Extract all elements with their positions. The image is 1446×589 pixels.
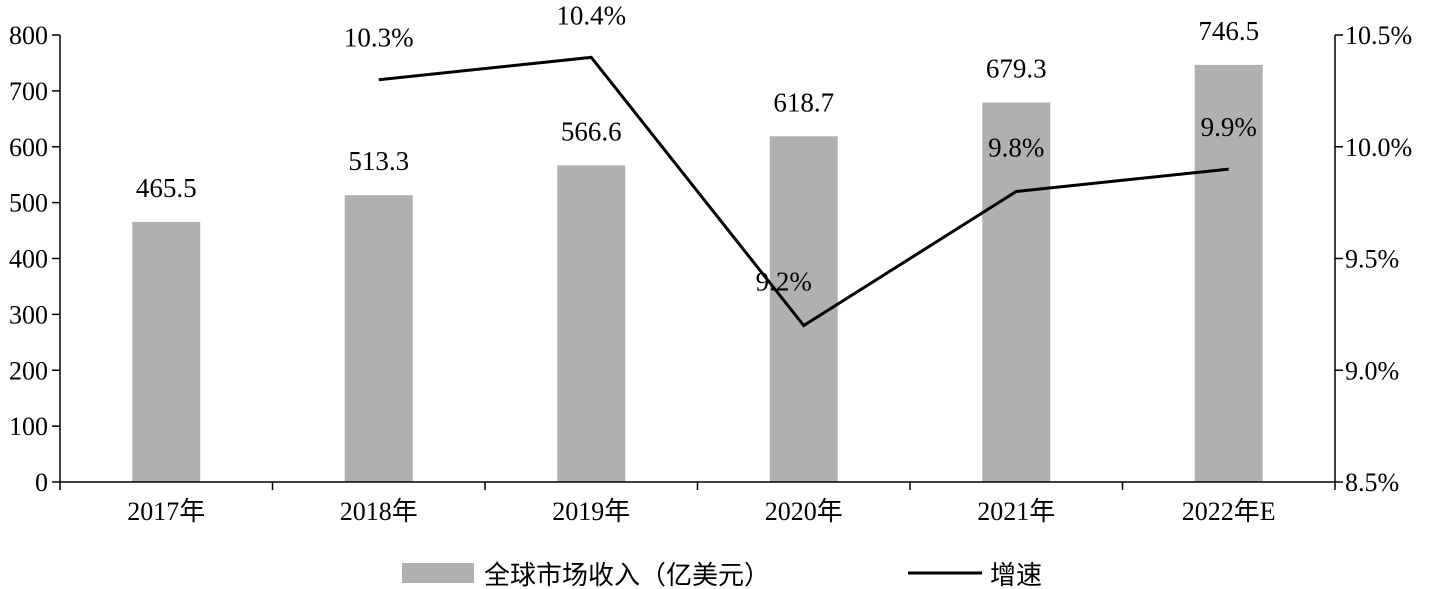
- right-y-tick-label: 9.5%: [1345, 245, 1399, 274]
- left-y-tick-label: 400: [9, 245, 48, 274]
- right-y-tick-label: 10.0%: [1345, 133, 1412, 162]
- bar-value-label: 618.7: [773, 87, 834, 117]
- x-tick-label: 2022年E: [1182, 497, 1276, 526]
- right-y-tick-label: 8.5%: [1345, 468, 1399, 497]
- x-tick-label: 2020年: [765, 497, 843, 526]
- growth-value-label: 9.2%: [756, 267, 812, 297]
- labels-layer: 465.5 513.3 566.6 618.7 679.3 746.5 10.3% 10.4%…: [136, 0, 1259, 296]
- bar-value-label: 679.3: [986, 53, 1047, 83]
- bar-value-label: 746.5: [1198, 16, 1259, 46]
- left-y-tick-label: 800: [9, 21, 48, 50]
- legend-label-revenue: 全球市场收入（亿美元）: [484, 561, 770, 589]
- growth-line: [378, 55, 1229, 328]
- legend-swatch-bar: [402, 563, 474, 583]
- bar: [344, 195, 413, 483]
- legend-label-growth: 增速: [990, 561, 1042, 589]
- bar-value-label: 465.5: [136, 173, 197, 203]
- x-tick-label: 2019年: [552, 497, 630, 526]
- bar-value-label: 566.6: [561, 116, 622, 146]
- axes-layer: 0 100 200 300 400 500 600 700 800 8.5% 9.0% 9.5% 10.…: [9, 21, 1412, 526]
- bar: [769, 136, 838, 482]
- left-y-tick-label: 200: [9, 356, 48, 385]
- bar: [982, 102, 1051, 482]
- x-tick-label: 2017年: [127, 497, 205, 526]
- left-y-tick-label: 0: [35, 468, 48, 497]
- right-y-tick-label: 9.0%: [1345, 356, 1399, 385]
- growth-value-label: 10.4%: [556, 0, 626, 30]
- x-tick-label: 2018年: [340, 497, 418, 526]
- left-y-tick-label: 300: [9, 300, 48, 329]
- growth-value-label: 9.9%: [1201, 112, 1257, 142]
- left-y-tick-label: 700: [9, 77, 48, 106]
- bar: [132, 221, 201, 483]
- bars-layer: [132, 64, 1263, 483]
- left-y-tick-label: 500: [9, 189, 48, 218]
- bar-value-label: 513.3: [348, 146, 409, 176]
- legend: 全球市场收入（亿美元） 增速: [402, 561, 1042, 589]
- growth-value-label: 9.8%: [988, 132, 1044, 162]
- line-layer: [378, 55, 1229, 328]
- left-y-tick-label: 100: [9, 412, 48, 441]
- x-tick-label: 2021年: [977, 497, 1055, 526]
- left-y-tick-label: 600: [9, 133, 48, 162]
- right-y-tick-label: 10.5%: [1345, 21, 1412, 50]
- growth-value-label: 10.3%: [344, 23, 414, 53]
- bar: [557, 165, 626, 483]
- bar: [1194, 64, 1263, 482]
